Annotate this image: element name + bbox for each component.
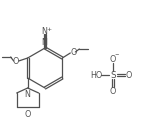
Text: +: +: [46, 26, 51, 32]
Text: HO: HO: [90, 71, 102, 80]
Text: O: O: [110, 87, 116, 95]
Text: O: O: [70, 47, 76, 57]
Text: S: S: [110, 71, 116, 80]
Text: N: N: [25, 90, 31, 99]
Text: N: N: [41, 27, 47, 36]
Text: N: N: [41, 38, 47, 47]
Text: O: O: [12, 57, 19, 66]
Text: −: −: [115, 52, 119, 58]
Text: O: O: [126, 71, 132, 80]
Text: O: O: [25, 110, 31, 119]
Text: O: O: [110, 54, 116, 64]
